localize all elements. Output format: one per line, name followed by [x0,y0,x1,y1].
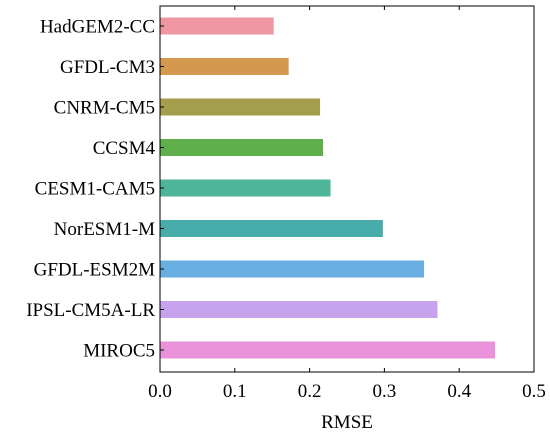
bar-gfdl-cm3 [160,58,289,75]
x-tick-label: 0.1 [223,381,247,402]
bar-cnrm-cm5 [160,98,321,116]
x-axis-title: RMSE [321,412,373,433]
category-label-noresm1-m: NorESM1-M [54,219,155,240]
category-label-ccsm4: CCSM4 [93,138,156,159]
x-tick-label: 0.0 [148,381,172,402]
x-tick-label: 0.4 [447,381,471,402]
bar-ipsl-cm5a-lr [160,301,438,318]
category-label-gfdl-esm2m: GFDL-ESM2M [34,260,156,281]
bar-hadgem2-cc [160,17,274,35]
category-label-ipsl-cm5a-lr: IPSL-CM5A-LR [26,300,155,321]
bar-miroc5 [160,341,496,359]
category-label-miroc5: MIROC5 [83,341,155,362]
category-labels: HadGEM2-CC GFDL-CM3 CNRM-CM5 CCSM4 CESM1-CAM… [26,17,164,362]
x-ticks: 0.0 0.1 0.2 0.3 0.4 0.5 [148,6,546,402]
bar-noresm1-m [160,220,383,237]
plot-frame [159,5,535,373]
x-tick-label: 0.3 [373,381,397,402]
bar-ccsm4 [160,139,324,156]
bar-cesm1-cam5 [160,179,331,197]
category-label-cnrm-cm5: CNRM-CM5 [54,98,155,119]
category-label-hadgem2-cc: HadGEM2-CC [40,17,155,38]
bar-gfdl-esm2m [160,260,425,278]
category-label-cesm1-cam5: CESM1-CAM5 [35,179,155,200]
x-tick-label: 0.5 [522,381,546,402]
x-tick-label: 0.2 [298,381,322,402]
bars-layer [160,17,496,359]
category-label-gfdl-cm3: GFDL-CM3 [60,57,155,78]
